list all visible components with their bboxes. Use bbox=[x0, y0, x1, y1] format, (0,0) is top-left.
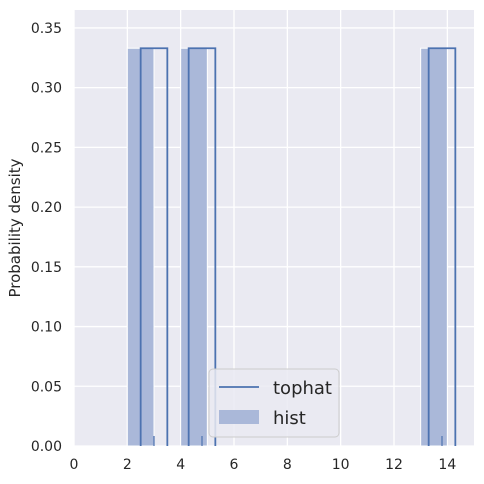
x-tick-label: 0 bbox=[70, 457, 79, 473]
x-tick-label: 4 bbox=[176, 457, 185, 473]
tophat-segment bbox=[427, 47, 457, 446]
hist-bar bbox=[420, 47, 448, 447]
y-tick-label: 0.20 bbox=[31, 200, 62, 216]
legend-hist-swatch bbox=[219, 410, 259, 424]
x-tick-label: 14 bbox=[438, 457, 456, 473]
rug-ticks bbox=[153, 436, 443, 446]
hist-bar bbox=[180, 47, 208, 447]
y-axis-label: Probability density bbox=[6, 158, 24, 297]
y-tick-label: 0.25 bbox=[31, 140, 62, 156]
tophat-lines bbox=[139, 47, 457, 446]
x-tick-label: 2 bbox=[123, 457, 132, 473]
tophat-segment bbox=[187, 47, 217, 446]
x-tick-label: 8 bbox=[283, 457, 292, 473]
y-tick-label: 0.35 bbox=[31, 21, 62, 37]
y-tick-label: 0.15 bbox=[31, 260, 62, 276]
y-tick-label: 0.05 bbox=[31, 379, 62, 395]
legend: tophat hist bbox=[208, 368, 340, 438]
x-tick-labels: 0 2 4 6 8 10 12 14 bbox=[70, 457, 457, 473]
x-tick-label: 6 bbox=[230, 457, 239, 473]
y-tick-label: 0.00 bbox=[31, 439, 62, 455]
y-tick-label: 0.30 bbox=[31, 81, 62, 97]
tophat-segment bbox=[139, 47, 169, 446]
x-tick-label: 12 bbox=[385, 457, 403, 473]
x-tick-label: 10 bbox=[332, 457, 350, 473]
legend-tophat-label: tophat bbox=[273, 378, 332, 399]
y-tick-label: 0.10 bbox=[31, 320, 62, 336]
y-tick-labels: 0.00 0.05 0.10 0.15 0.20 0.25 0.30 0.35 bbox=[31, 21, 62, 455]
legend-hist-label: hist bbox=[273, 408, 306, 429]
